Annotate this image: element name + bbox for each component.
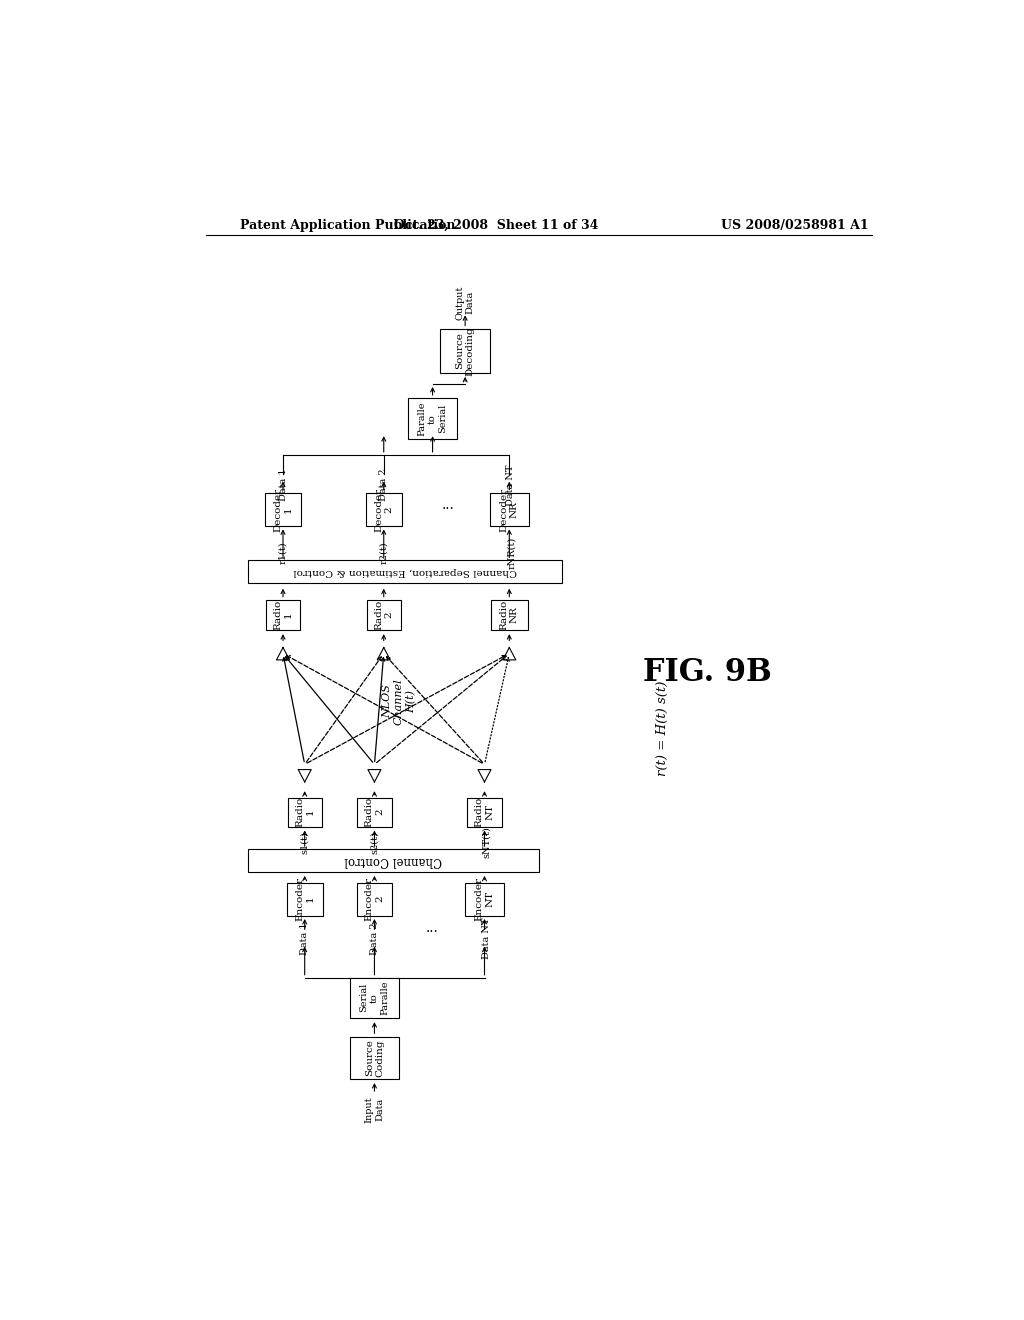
Text: Input
Data: Input Data [365, 1096, 384, 1123]
Bar [349, 1036, 399, 1078]
Bar [266, 599, 300, 631]
Bar [465, 883, 504, 916]
Text: sNT(t): sNT(t) [482, 826, 492, 858]
Bar [366, 492, 401, 527]
Text: ...: ... [425, 921, 438, 936]
Text: Encoder
NT: Encoder NT [475, 876, 495, 921]
Bar [440, 329, 490, 374]
Bar [489, 492, 528, 527]
Text: FIG. 9B: FIG. 9B [643, 657, 772, 688]
Text: r1(t): r1(t) [279, 541, 288, 564]
Text: Encoder
2: Encoder 2 [365, 876, 384, 921]
Bar [492, 599, 527, 631]
Text: NLOS
Channel
H(t): NLOS Channel H(t) [382, 678, 416, 725]
Bar [265, 492, 301, 527]
Text: Encoder
1: Encoder 1 [295, 876, 314, 921]
Bar [287, 883, 323, 916]
Text: Data 1: Data 1 [279, 469, 288, 502]
Text: US 2008/0258981 A1: US 2008/0258981 A1 [721, 219, 868, 232]
Text: Data NT: Data NT [506, 465, 515, 506]
Bar [367, 599, 400, 631]
Text: Output
Data: Output Data [456, 285, 475, 319]
Text: Decoder
2: Decoder 2 [374, 487, 393, 532]
Text: ...: ... [441, 498, 455, 512]
Bar [356, 883, 392, 916]
Text: s1(t): s1(t) [300, 830, 309, 854]
Text: Paralle
to
Serial: Paralle to Serial [418, 401, 447, 436]
Text: Data 2: Data 2 [379, 469, 388, 502]
Bar [288, 797, 322, 826]
Text: Radio
2: Radio 2 [365, 797, 384, 828]
Text: Patent Application Publication: Patent Application Publication [241, 219, 456, 232]
Bar [357, 797, 391, 826]
Text: Serial
to
Paralle: Serial to Paralle [359, 981, 389, 1015]
Text: Data 1: Data 1 [300, 923, 309, 954]
Text: Channel Control: Channel Control [344, 854, 442, 867]
Bar [467, 797, 503, 826]
Text: r2(t): r2(t) [379, 541, 388, 564]
Text: Data 2: Data 2 [370, 923, 379, 954]
Text: rNR(t): rNR(t) [507, 536, 516, 569]
Text: Channel Separation, Estimation & Control: Channel Separation, Estimation & Control [293, 568, 517, 577]
Bar [349, 978, 399, 1018]
Text: Radio
NR: Radio NR [500, 599, 519, 630]
Text: Source
Decoding: Source Decoding [456, 326, 475, 376]
Text: Data NT: Data NT [481, 917, 490, 960]
Text: Decoder
NR: Decoder NR [500, 487, 519, 532]
Bar [248, 849, 539, 873]
Bar [408, 399, 458, 440]
Text: s2(t): s2(t) [370, 830, 379, 854]
Text: Radio
1: Radio 1 [295, 797, 314, 828]
Text: r(t) = H(t) s(t): r(t) = H(t) s(t) [656, 681, 670, 776]
Bar [248, 560, 562, 583]
Text: Decoder
1: Decoder 1 [273, 487, 293, 532]
Text: Radio
2: Radio 2 [374, 599, 393, 630]
Text: Radio
1: Radio 1 [273, 599, 293, 630]
Text: Radio
NT: Radio NT [475, 797, 495, 828]
Text: Oct. 23, 2008  Sheet 11 of 34: Oct. 23, 2008 Sheet 11 of 34 [394, 219, 598, 232]
Text: Source
Coding: Source Coding [365, 1039, 384, 1077]
